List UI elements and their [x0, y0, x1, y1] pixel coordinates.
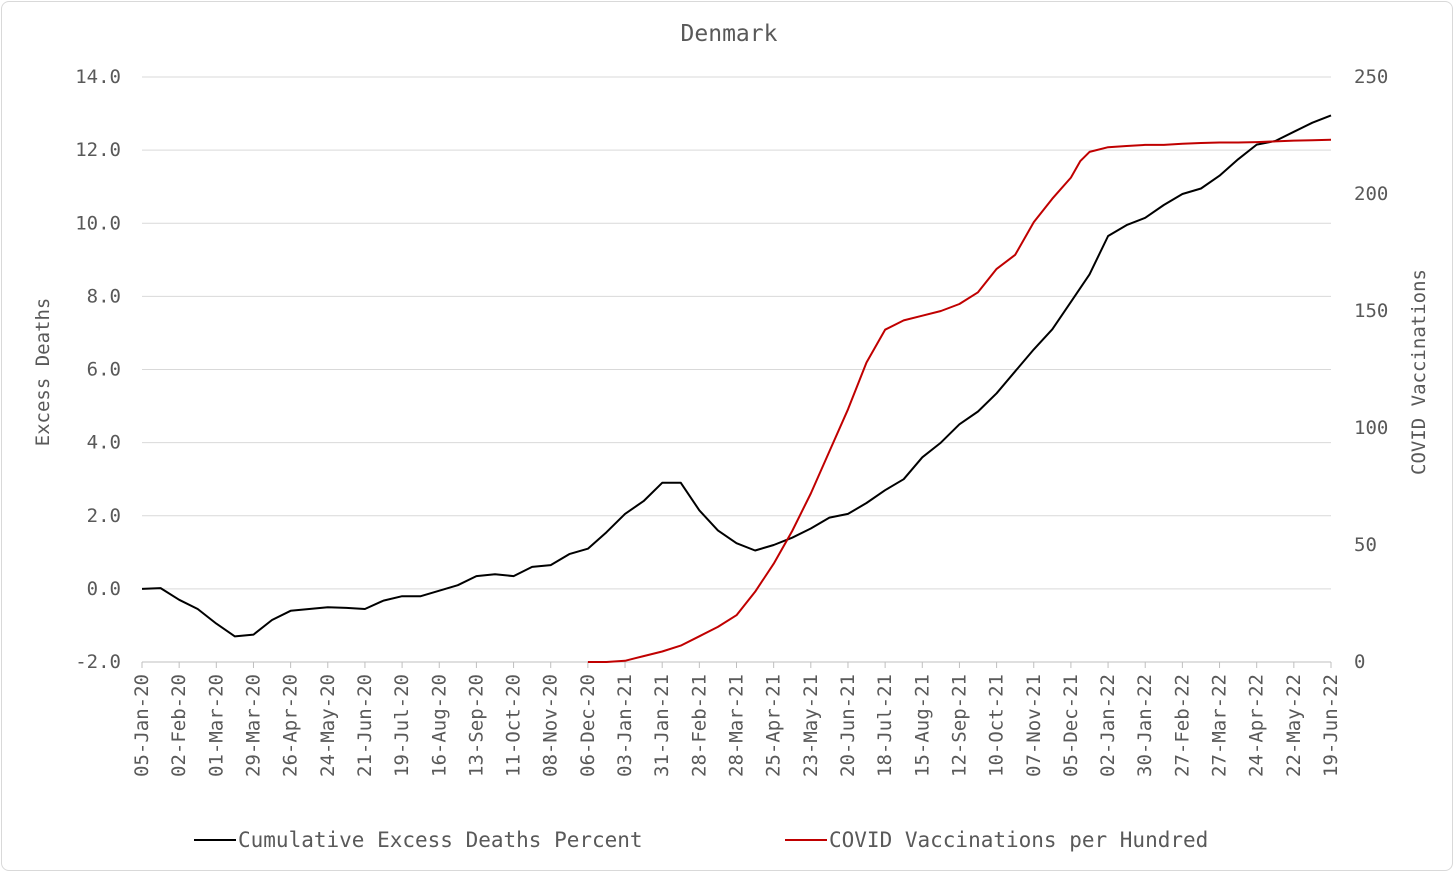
- x-tick-label: 13-Sep-20: [465, 674, 487, 777]
- y2-tick-label: 150: [1354, 300, 1388, 322]
- left-axis-ticks: -2.0 0.0 2.0 4.0 6.0 8.0 10.0 12.0 14.0: [75, 66, 121, 673]
- legend-label-2: COVID Vaccinations per Hundred: [829, 828, 1208, 852]
- x-tick-label: 01-Mar-20: [205, 674, 227, 777]
- x-tick-label: 28-Feb-21: [688, 674, 710, 777]
- x-tick-label: 26-Apr-20: [280, 674, 302, 777]
- x-tick-label: 07-Nov-21: [1023, 674, 1045, 777]
- legend: Cumulative Excess Deaths Percent COVID Va…: [194, 828, 1208, 852]
- x-tick-label: 28-Mar-21: [726, 674, 748, 777]
- y2-tick-label: 50: [1354, 534, 1377, 556]
- x-tick-label: 23-May-21: [800, 674, 822, 777]
- right-axis-ticks: 0 50 100 150 200 250: [1354, 66, 1388, 673]
- x-tick-label: 27-Mar-22: [1209, 674, 1231, 777]
- x-tick-label: 31-Jan-21: [651, 674, 673, 777]
- y2-tick-label: 0: [1354, 651, 1365, 673]
- y-tick-label: 2.0: [87, 505, 121, 527]
- x-tick-label: 03-Jan-21: [614, 674, 636, 777]
- x-tick-label: 30-Jan-22: [1134, 674, 1156, 777]
- series-line-1: [141, 114, 1332, 638]
- y2-tick-label: 250: [1354, 66, 1388, 88]
- y-tick-label: 6.0: [87, 359, 121, 381]
- x-tick-label: 24-Apr-22: [1246, 674, 1268, 777]
- x-tick-label: 18-Jul-21: [874, 674, 896, 777]
- x-tick-label: 05-Jan-20: [131, 674, 153, 777]
- x-tick-label: 16-Aug-20: [428, 674, 450, 777]
- x-tick-label: 06-Dec-20: [577, 674, 599, 777]
- x-tick-label: 29-Mar-20: [242, 674, 264, 777]
- x-tick-label: 20-Jun-21: [837, 674, 859, 777]
- x-tick-label: 11-Oct-20: [503, 674, 525, 777]
- y-tick-label: 0.0: [87, 578, 121, 600]
- gridlines: [142, 76, 1331, 590]
- x-tick-label: 24-May-20: [317, 674, 339, 777]
- x-tick-label: 25-Apr-21: [763, 674, 785, 777]
- x-tick-label: 15-Aug-21: [911, 674, 933, 777]
- right-axis-title: COVID Vaccinations: [1408, 269, 1430, 475]
- y-tick-label: 10.0: [75, 212, 121, 234]
- y2-tick-label: 200: [1354, 183, 1388, 205]
- y-tick-label: 8.0: [87, 285, 121, 307]
- x-tick-label: 02-Feb-20: [168, 674, 190, 777]
- x-tick-label: 19-Jul-20: [391, 674, 413, 777]
- y2-tick-label: 100: [1354, 417, 1388, 439]
- y-tick-label: -2.0: [75, 651, 121, 673]
- y-tick-label: 14.0: [75, 66, 121, 88]
- x-tick-label: 12-Sep-21: [948, 674, 970, 777]
- x-tick-label: 10-Oct-21: [986, 674, 1008, 777]
- x-tick-label: 08-Nov-20: [540, 674, 562, 777]
- series-lines: [141, 114, 1332, 663]
- x-tick-label: 22-May-22: [1283, 674, 1305, 777]
- x-tick-label: 05-Dec-21: [1060, 674, 1082, 777]
- y-tick-label: 12.0: [75, 139, 121, 161]
- left-axis-title: Excess Deaths: [32, 298, 54, 447]
- x-tick-label: 21-Jun-20: [354, 674, 376, 777]
- x-tick-label: 27-Feb-22: [1171, 674, 1193, 777]
- legend-label-1: Cumulative Excess Deaths Percent: [238, 828, 643, 852]
- y-tick-label: 4.0: [87, 432, 121, 454]
- chart-title: Denmark: [681, 21, 778, 47]
- x-tick-label: 02-Jan-22: [1097, 674, 1119, 777]
- x-tick-label: 19-Jun-22: [1320, 674, 1342, 777]
- x-axis: 05-Jan-20 02-Feb-20 01-Mar-20 29-Mar-20 26-A…: [131, 661, 1342, 777]
- series-line-2: [587, 138, 1332, 663]
